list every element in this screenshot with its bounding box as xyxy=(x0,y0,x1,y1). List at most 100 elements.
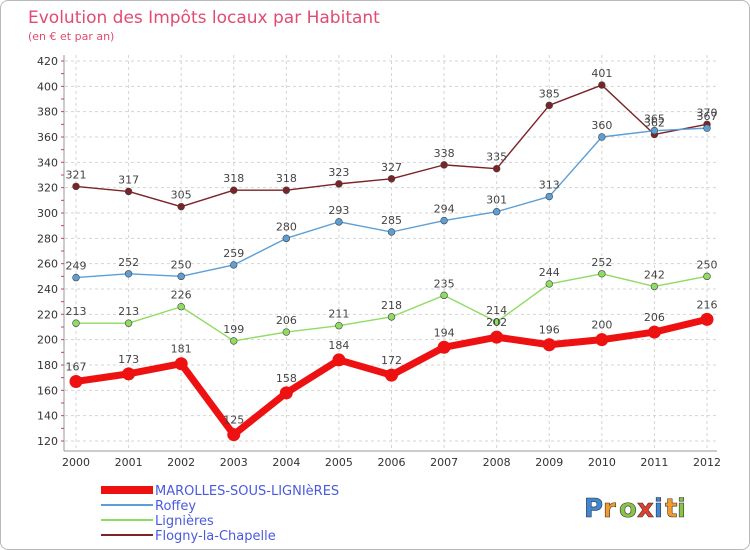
y-tick-label: 400 xyxy=(37,80,58,93)
legend-label: MAROLLES-SOUS-LIGNIèRES xyxy=(155,484,339,499)
data-label: 338 xyxy=(434,147,455,160)
logo-letter: t xyxy=(665,494,677,524)
data-point xyxy=(230,186,238,194)
data-point xyxy=(387,175,396,183)
data-label: 385 xyxy=(539,87,560,100)
data-label: 301 xyxy=(486,194,507,207)
logo-letter: r xyxy=(603,494,616,524)
data-point xyxy=(72,319,80,327)
data-label: 367 xyxy=(697,110,718,123)
data-label: 318 xyxy=(223,172,244,185)
data-label: 323 xyxy=(328,166,349,179)
data-point xyxy=(703,124,711,132)
data-point xyxy=(492,208,501,216)
data-label: 194 xyxy=(434,326,455,339)
x-tick-label: 2012 xyxy=(693,456,721,469)
data-point xyxy=(647,325,661,339)
data-point xyxy=(230,337,238,345)
logo-letter: o xyxy=(619,494,637,524)
x-tick-label: 2010 xyxy=(588,456,616,469)
data-label: 252 xyxy=(118,256,139,269)
y-tick-label: 140 xyxy=(37,410,58,423)
data-point xyxy=(72,273,80,282)
legend-label: Lignières xyxy=(155,514,214,529)
data-label: 184 xyxy=(328,339,349,352)
x-tick-label: 2008 xyxy=(483,456,511,469)
logo-letter: x xyxy=(637,494,654,524)
x-tick-label: 2007 xyxy=(430,456,458,469)
y-tick-label: 260 xyxy=(37,258,58,271)
data-label: 360 xyxy=(591,119,612,132)
y-tick-label: 160 xyxy=(37,384,58,397)
data-label: 401 xyxy=(591,67,612,80)
legend-label: Roffey xyxy=(155,499,196,514)
data-point xyxy=(650,126,659,135)
data-label: 206 xyxy=(644,311,665,324)
data-label: 202 xyxy=(486,316,507,329)
x-tick-label: 2009 xyxy=(535,456,563,469)
data-point xyxy=(177,272,185,281)
data-label: 214 xyxy=(486,304,507,317)
data-label: 252 xyxy=(591,256,612,269)
series-2 xyxy=(72,270,711,345)
data-label: 370 xyxy=(697,106,718,119)
data-point xyxy=(335,218,343,226)
data-point xyxy=(545,280,553,288)
chart-title: Evolution des Impôts locaux par Habitant xyxy=(28,8,380,28)
data-point xyxy=(230,261,238,269)
x-tick-label: 2000 xyxy=(62,456,90,469)
x-tick-label: 2005 xyxy=(325,456,353,469)
data-point xyxy=(542,338,556,352)
data-point xyxy=(122,367,136,381)
data-label: 196 xyxy=(539,324,560,337)
data-label: 199 xyxy=(223,323,244,336)
data-point xyxy=(545,101,553,110)
data-point xyxy=(282,186,291,194)
data-point xyxy=(124,187,133,196)
data-point xyxy=(385,368,398,382)
y-tick-label: 300 xyxy=(37,207,58,220)
data-label: 172 xyxy=(381,354,402,367)
x-tick-label: 2011 xyxy=(640,456,668,469)
data-point xyxy=(598,133,606,141)
data-point xyxy=(492,318,501,326)
series-0 xyxy=(69,312,714,442)
data-label: 294 xyxy=(434,203,455,216)
data-point xyxy=(335,180,343,188)
data-label: 335 xyxy=(486,151,507,164)
series-1 xyxy=(72,124,711,282)
data-labels-layer: 321 317 305 318 318 323 327 338 335 385 401 362 370 2… xyxy=(66,67,718,427)
data-label: 280 xyxy=(276,220,297,233)
data-point xyxy=(598,270,606,278)
data-point xyxy=(598,81,606,89)
data-point xyxy=(69,374,83,388)
data-label: 362 xyxy=(644,116,665,129)
data-label: 216 xyxy=(697,298,718,311)
data-point xyxy=(177,202,185,211)
data-point xyxy=(440,161,448,169)
data-point xyxy=(440,216,448,225)
y-tick-label: 200 xyxy=(37,334,58,347)
y-tick-label: 380 xyxy=(37,106,58,119)
data-point xyxy=(335,322,343,330)
y-tick-label: 180 xyxy=(37,359,58,372)
data-point xyxy=(174,357,188,371)
data-label: 211 xyxy=(328,308,349,321)
data-point xyxy=(700,312,714,326)
axes: 1201401601802002202402602803003203403603… xyxy=(37,55,721,469)
data-label: 213 xyxy=(66,305,87,318)
data-point xyxy=(124,270,133,278)
data-point xyxy=(124,319,133,327)
data-point xyxy=(595,333,609,347)
data-label: 173 xyxy=(118,353,139,366)
data-label: 167 xyxy=(66,360,87,373)
data-label: 293 xyxy=(328,204,349,217)
logo-letter: i xyxy=(654,494,663,524)
y-tick-label: 340 xyxy=(37,156,58,169)
data-label: 244 xyxy=(539,266,560,279)
data-label: 213 xyxy=(118,305,139,318)
data-label: 200 xyxy=(591,319,612,332)
